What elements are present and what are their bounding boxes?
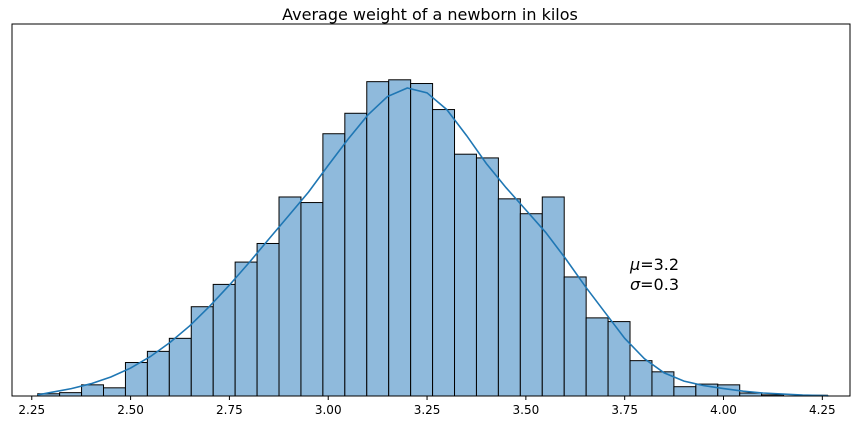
histogram-bar — [278, 196, 302, 397]
bars-group — [37, 79, 828, 397]
x-tick-label: 3.75 — [611, 403, 638, 417]
histogram-bar — [103, 387, 126, 397]
histogram-bar — [388, 79, 412, 397]
x-tick-label: 4.25 — [809, 403, 836, 417]
histogram-bar — [256, 242, 280, 397]
sigma-value: =0.3 — [640, 275, 679, 294]
histogram-bar — [673, 386, 697, 397]
x-tick-label: 2.75 — [216, 403, 243, 417]
x-tick-label: 2.50 — [117, 403, 144, 417]
annotation-mu: μ=3.2 — [629, 255, 679, 274]
histogram-bar — [432, 109, 456, 397]
x-tick-label: 3.25 — [414, 403, 441, 417]
mu-symbol: μ — [629, 255, 640, 274]
x-axis: 2.25 2.50 2.75 3.00 3.25 3.50 3.75 4.00 4.25 — [18, 396, 836, 417]
histogram-bar — [454, 153, 477, 397]
histogram-bar — [146, 350, 170, 397]
histogram-bar — [607, 321, 631, 397]
histogram-bar — [322, 133, 346, 397]
histogram-bar — [475, 157, 499, 397]
axes-frame — [11, 23, 851, 397]
histogram-bar — [81, 384, 105, 397]
chart-title: Average weight of a newborn in kilos — [282, 5, 578, 24]
histogram-bar — [629, 360, 653, 397]
histogram-bar — [519, 213, 543, 397]
histogram-bar — [585, 317, 609, 397]
histogram-bar — [124, 362, 148, 397]
x-tick-label: 3.00 — [315, 403, 342, 417]
x-tick-label: 2.25 — [18, 403, 45, 417]
histogram-bar — [541, 196, 565, 397]
histogram-bar — [497, 198, 521, 397]
histogram-bar — [300, 202, 324, 397]
histogram-bar — [59, 392, 83, 397]
histogram-bar — [366, 81, 390, 397]
x-tick-label: 3.50 — [513, 403, 540, 417]
histogram-bar — [344, 112, 368, 397]
histogram-bar — [410, 83, 434, 397]
annotation-sigma: σ=0.3 — [630, 275, 679, 294]
histogram-bar — [212, 283, 236, 397]
kde-curve — [37, 87, 829, 397]
x-tick-label: 4.00 — [710, 403, 737, 417]
histogram-bar — [168, 337, 192, 397]
sigma-symbol: σ — [630, 275, 641, 294]
histogram-bar — [563, 276, 587, 397]
histogram-bar — [234, 261, 258, 397]
mu-value: =3.2 — [640, 255, 679, 274]
